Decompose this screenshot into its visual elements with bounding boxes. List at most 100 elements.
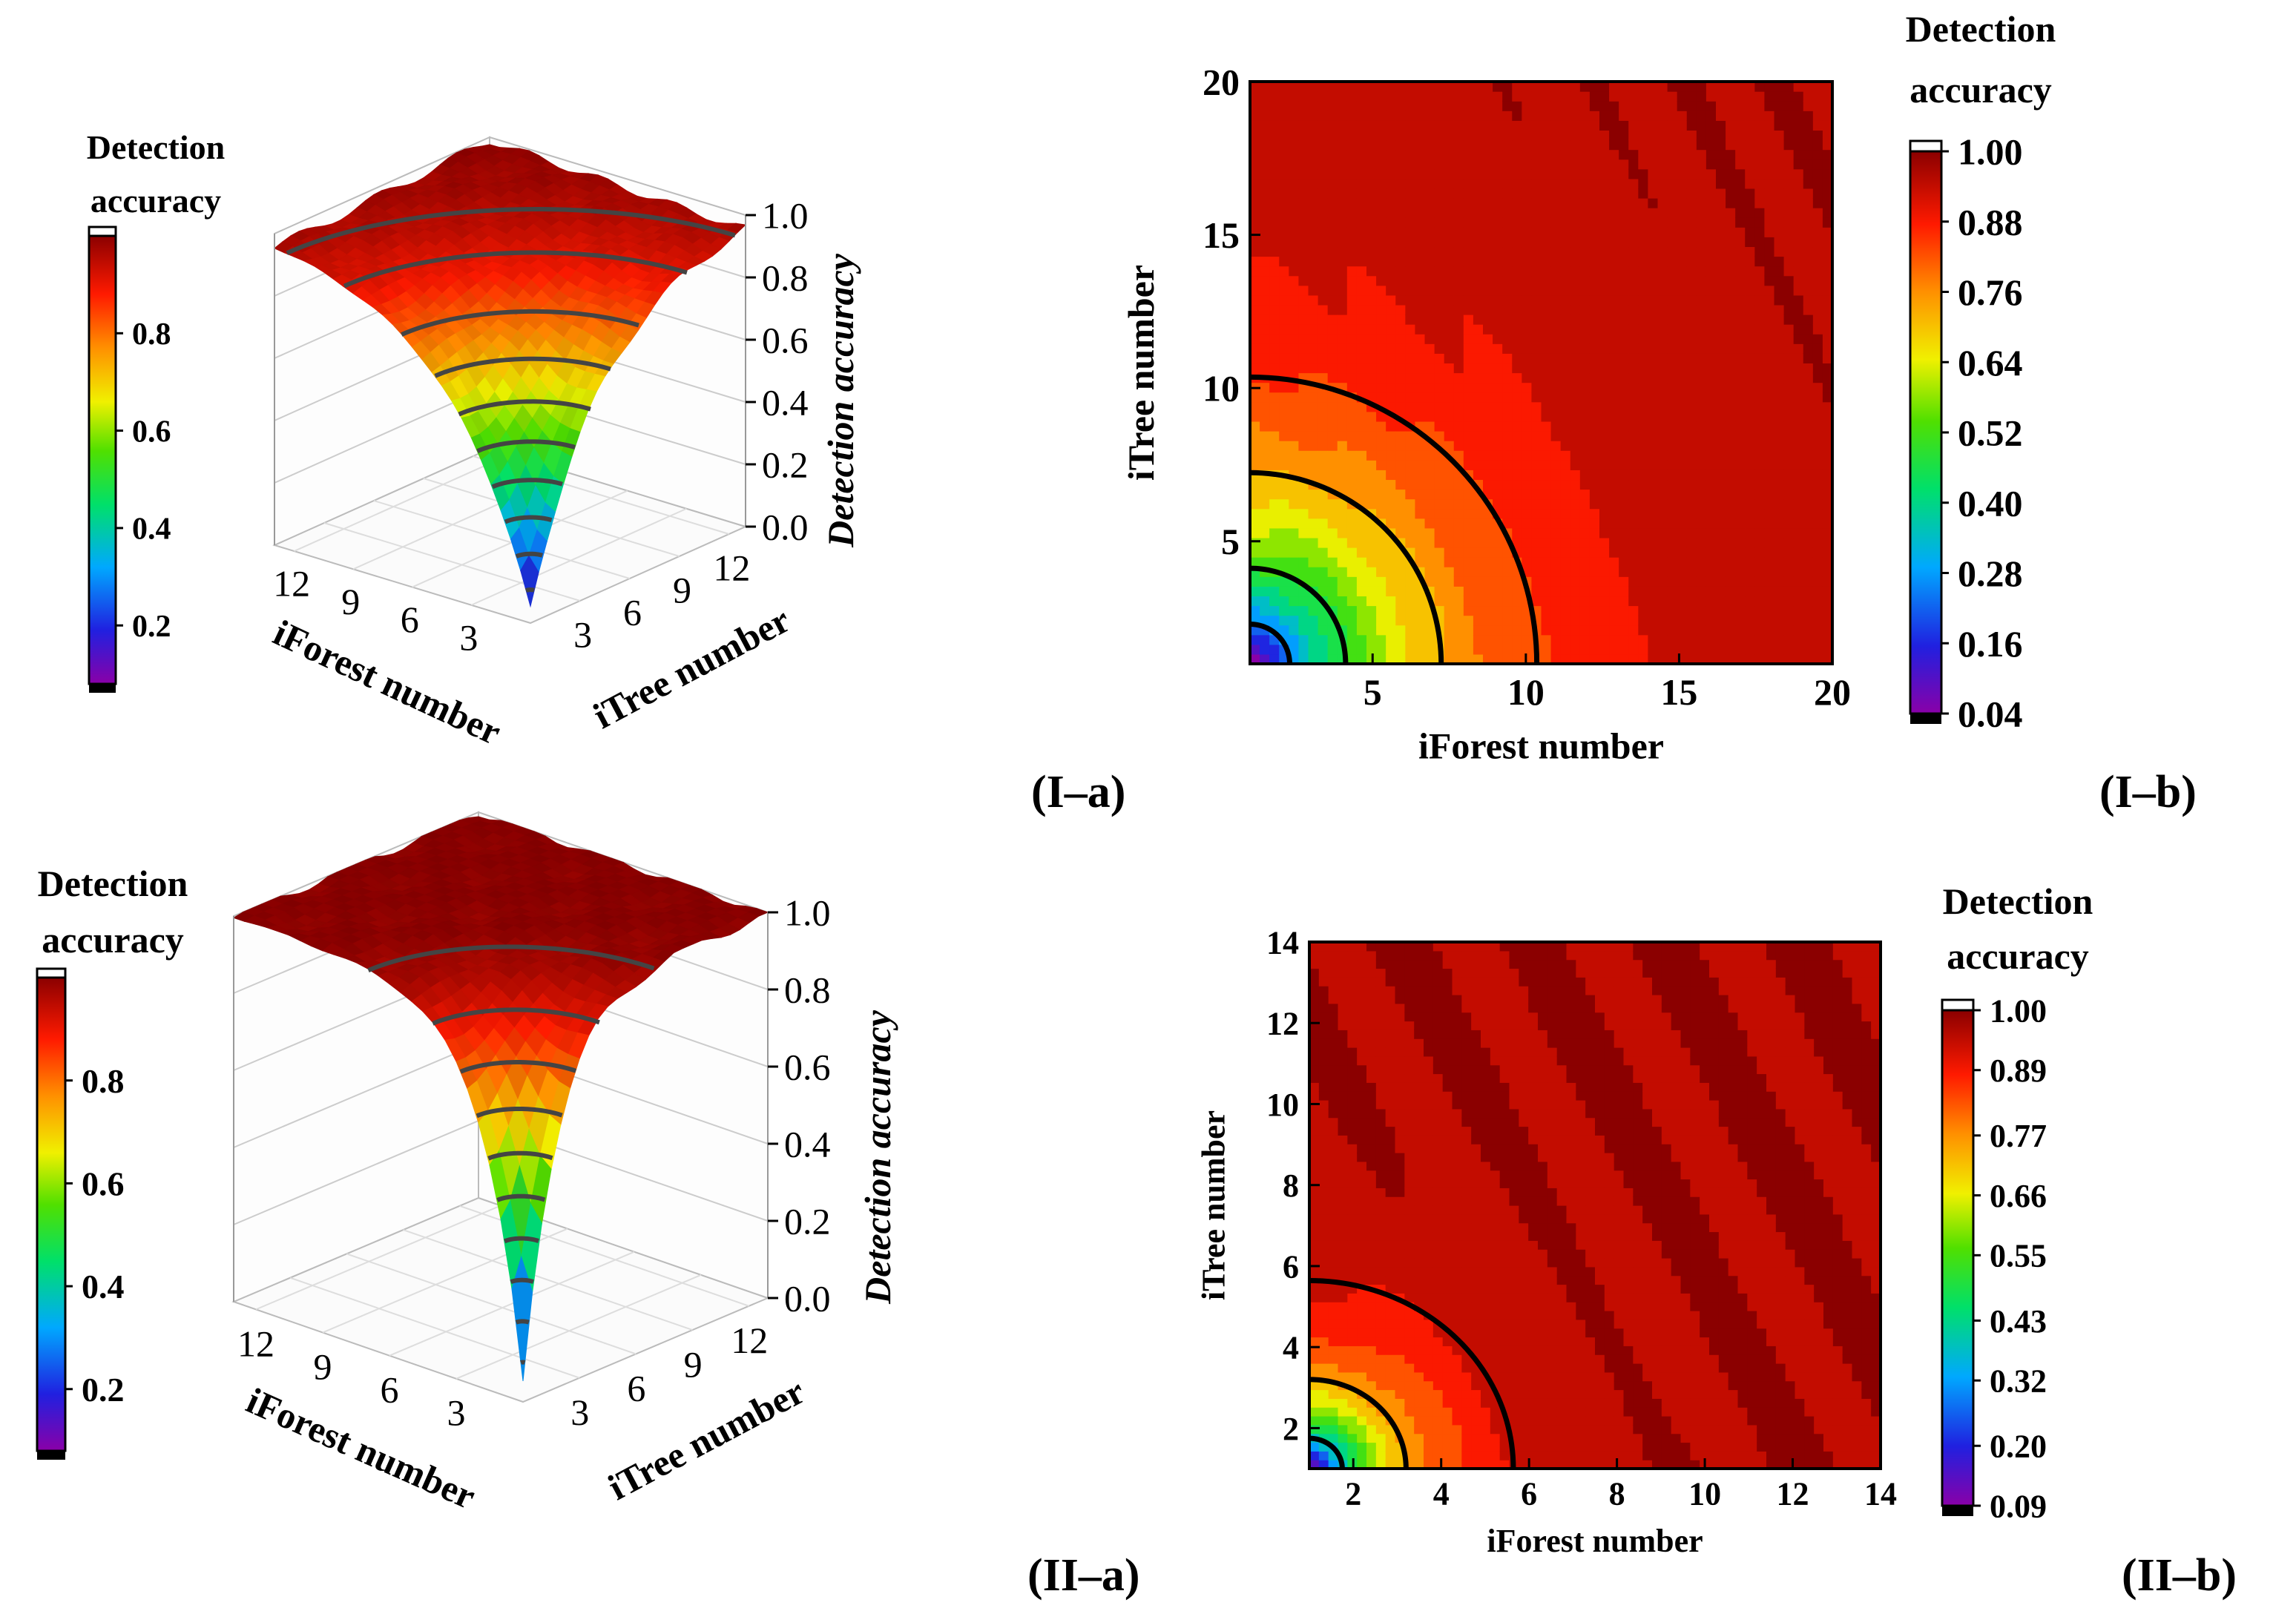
contour-cell xyxy=(1502,294,1513,306)
contour-cell xyxy=(1308,576,1319,587)
contour-cell xyxy=(1502,91,1513,102)
contour-cell xyxy=(1570,266,1581,277)
contour-cell xyxy=(1686,149,1697,160)
contour-cell xyxy=(1250,392,1260,403)
contour-cell xyxy=(1667,246,1678,257)
contour-cell xyxy=(1677,421,1688,432)
contour-cell xyxy=(1609,304,1619,315)
contour-cell xyxy=(1726,237,1736,248)
contour-cell xyxy=(1599,527,1610,538)
contour-cell xyxy=(1550,285,1562,296)
contour-cell xyxy=(1619,653,1629,665)
contour-cell xyxy=(1395,634,1406,645)
contour-cell xyxy=(1337,372,1348,383)
floor-gridline xyxy=(289,1277,580,1379)
contour-cell xyxy=(1657,208,1668,218)
contour-cell xyxy=(1298,460,1309,470)
contour-cell xyxy=(1793,217,1804,228)
contour-cell xyxy=(1677,625,1688,636)
contour-cell xyxy=(1308,431,1319,441)
contour-cell xyxy=(1774,372,1785,383)
contour-cell xyxy=(1415,111,1426,121)
contour-cell xyxy=(1473,508,1484,519)
contour-cell xyxy=(1531,431,1542,441)
contour-cell xyxy=(1260,149,1270,160)
contour-cell xyxy=(1628,304,1639,315)
contour-cell xyxy=(1502,653,1513,665)
contour-cell xyxy=(1599,324,1610,335)
contour-cell xyxy=(1579,334,1591,344)
contour-cell xyxy=(1356,557,1367,567)
contour-cell xyxy=(1570,537,1581,548)
contour-cell xyxy=(1589,246,1600,257)
contour-cell xyxy=(1803,382,1814,393)
contour-cell xyxy=(1696,91,1707,102)
contour-cell xyxy=(1579,178,1591,189)
contour-cell xyxy=(1250,605,1260,616)
contour-cell xyxy=(1638,518,1649,529)
contour-cell xyxy=(1415,227,1426,237)
contour-cell xyxy=(1560,615,1571,626)
contour-cell xyxy=(1405,343,1416,354)
contour-cell xyxy=(1550,431,1562,441)
contour-cell xyxy=(1444,605,1455,616)
contour-cell xyxy=(1337,246,1348,257)
contour-cell xyxy=(1376,625,1387,636)
contour-cell xyxy=(1667,644,1678,655)
contour-cell xyxy=(1386,586,1396,597)
contour-cell xyxy=(1648,101,1659,111)
contour-cell xyxy=(1405,168,1416,179)
contour-cell xyxy=(1483,382,1493,393)
contour-cell xyxy=(1609,343,1619,354)
contour-cell xyxy=(1522,120,1533,131)
contour-cell xyxy=(1531,198,1542,208)
contour-cell xyxy=(1298,285,1309,296)
contour-cell xyxy=(1279,324,1289,335)
contour-cell xyxy=(1570,470,1581,481)
contour-cell xyxy=(1570,111,1581,121)
contour-cell xyxy=(1638,653,1649,665)
contour-cell xyxy=(1473,470,1484,481)
contour-cell xyxy=(1444,392,1455,403)
contour-cell xyxy=(1609,460,1619,470)
contour-cell xyxy=(1628,363,1639,374)
contour-cell xyxy=(1463,275,1474,286)
contour-cell xyxy=(1667,227,1678,237)
contour-cell xyxy=(1327,334,1338,344)
contour-cell xyxy=(1716,460,1726,470)
contour-cell xyxy=(1269,91,1280,102)
contour-cell xyxy=(1667,508,1678,519)
contour-cell xyxy=(1705,178,1717,189)
contour-cell xyxy=(1541,217,1552,228)
contour-cell xyxy=(1589,188,1600,199)
contour-cell xyxy=(1589,518,1600,529)
contour-cell xyxy=(1686,266,1697,277)
contour-cell xyxy=(1735,178,1746,189)
contour-cell xyxy=(1298,557,1309,567)
contour-cell xyxy=(1677,527,1688,538)
contour-cell xyxy=(1609,256,1619,267)
contour-cell xyxy=(1657,605,1668,616)
contour-cell xyxy=(1677,101,1688,111)
contour-cell xyxy=(1589,101,1600,111)
contour-cell xyxy=(1289,217,1300,228)
contour-cell xyxy=(1579,237,1591,248)
contour-cell xyxy=(1628,82,1639,92)
contour-cell xyxy=(1298,246,1309,257)
contour-cell xyxy=(1356,91,1367,102)
contour-cell xyxy=(1609,237,1619,248)
contour-cell xyxy=(1716,527,1726,538)
contour-cell xyxy=(1279,605,1289,616)
contour-cell xyxy=(1628,634,1639,645)
contour-cell xyxy=(1327,547,1338,558)
contour-cell xyxy=(1376,382,1387,393)
contour-cell xyxy=(1686,294,1697,306)
contour-cell xyxy=(1279,392,1289,403)
contour-cell xyxy=(1453,489,1464,500)
contour-cell xyxy=(1424,382,1435,393)
contour-cell xyxy=(1541,392,1552,403)
contour-cell xyxy=(1337,401,1348,412)
contour-cell xyxy=(1735,615,1746,626)
contour-cell xyxy=(1677,537,1688,548)
contour-cell xyxy=(1502,101,1513,111)
